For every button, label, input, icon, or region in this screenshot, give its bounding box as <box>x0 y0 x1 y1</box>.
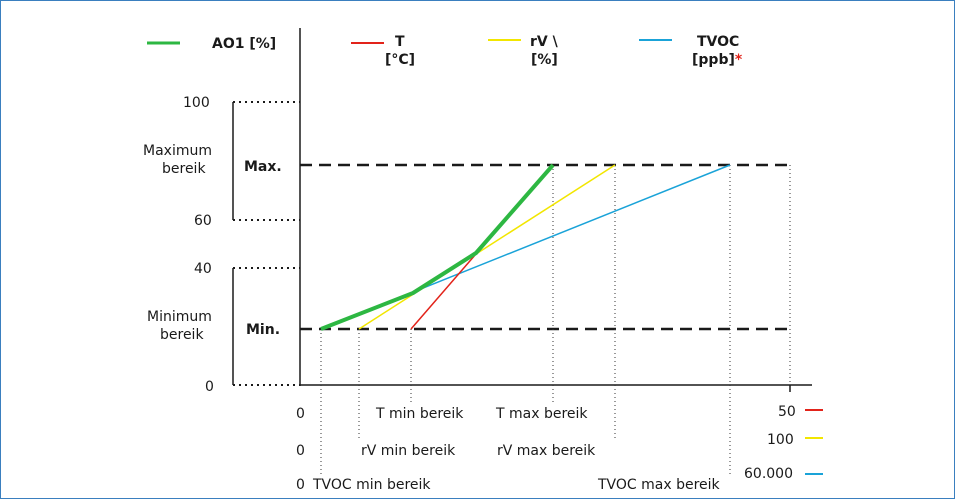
legend-label-tvoc-1: TVOC <box>697 34 739 50</box>
x-zero-label-rv: 0 <box>296 443 305 459</box>
max-range-label-2: bereik <box>162 161 206 177</box>
scale-end-tvoc: 60.000 <box>744 466 793 482</box>
legend: AO1 [%] T [°C] rV \ [%] TVOC [ppb]* <box>147 34 743 68</box>
t-max-label: T max bereik <box>495 406 588 422</box>
scale-end-t: 50 <box>778 404 796 420</box>
y-ticks <box>233 101 300 386</box>
ao1-curve <box>320 163 555 331</box>
drop-lines <box>320 165 791 476</box>
tvoc-min-label: TVOC min bereik <box>312 477 431 493</box>
scale-end-rv: 100 <box>767 432 794 448</box>
legend-label-rv-1: rV \ <box>530 34 559 50</box>
min-level-label: Min. <box>246 322 280 338</box>
t-min-label: T min bereik <box>375 406 464 422</box>
y-tick-label-100: 100 <box>183 95 210 111</box>
rv-min-label: rV min bereik <box>361 443 456 459</box>
y-tick-label-60: 60 <box>194 213 212 229</box>
y-tick-label-0: 0 <box>205 379 214 395</box>
max-level-label: Max. <box>244 159 282 175</box>
rv-curve <box>358 164 616 330</box>
axes <box>299 28 812 392</box>
x-zero-label-tvoc: 0 <box>296 477 305 493</box>
min-range-label-1: Minimum <box>147 309 212 325</box>
legend-label-ao1: AO1 [%] <box>212 36 276 52</box>
max-range-label-1: Maximum <box>143 143 212 159</box>
x-zero-label-t: 0 <box>296 406 305 422</box>
tvoc-max-label: TVOC max bereik <box>597 477 721 493</box>
y-tick-label-40: 40 <box>194 261 212 277</box>
legend-label-tvoc-2: [ppb]* <box>692 52 743 68</box>
rv-max-label: rV max bereik <box>497 443 596 459</box>
min-range-label-2: bereik <box>160 327 204 343</box>
legend-label-t-1: T <box>395 34 405 50</box>
legend-label-rv-2: [%] <box>531 52 558 68</box>
legend-label-t-2: [°C] <box>385 52 415 68</box>
